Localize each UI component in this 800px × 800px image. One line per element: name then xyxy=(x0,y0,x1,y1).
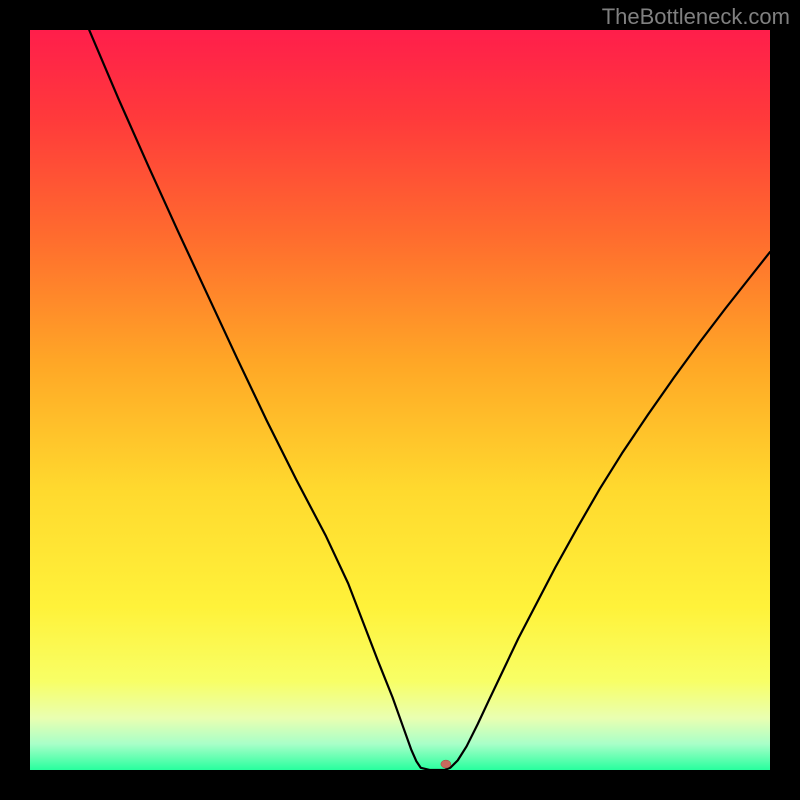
chart-plot-area xyxy=(30,30,770,770)
watermark-text: TheBottleneck.com xyxy=(602,4,790,30)
bottleneck-curve-chart xyxy=(30,30,770,770)
minimum-marker xyxy=(441,760,451,768)
